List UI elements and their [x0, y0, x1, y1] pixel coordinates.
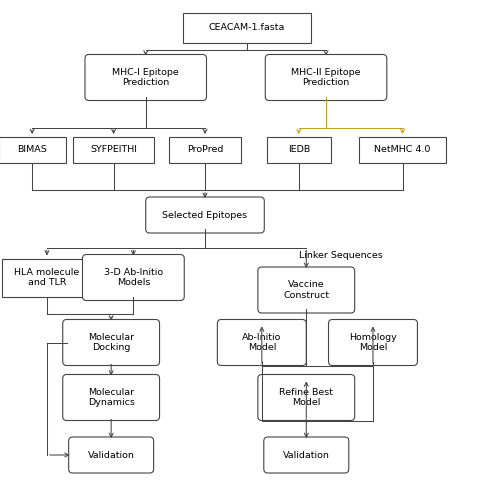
Text: MHC-I Epitope
Prediction: MHC-I Epitope Prediction	[112, 68, 179, 87]
FancyBboxPatch shape	[63, 320, 160, 366]
FancyBboxPatch shape	[2, 258, 91, 296]
FancyBboxPatch shape	[169, 137, 241, 163]
Text: CEACAM-1.fasta: CEACAM-1.fasta	[209, 23, 285, 32]
FancyBboxPatch shape	[258, 267, 355, 313]
Text: NetMHC 4.0: NetMHC 4.0	[374, 146, 431, 154]
Text: BIMAS: BIMAS	[17, 146, 47, 154]
Text: Refine Best
Model: Refine Best Model	[279, 388, 333, 407]
Text: Homology
Model: Homology Model	[349, 333, 397, 352]
Text: Ab-Initio
Model: Ab-Initio Model	[242, 333, 282, 352]
FancyBboxPatch shape	[0, 137, 66, 163]
Text: Selected Epitopes: Selected Epitopes	[163, 210, 247, 220]
Text: IEDB: IEDB	[288, 146, 310, 154]
FancyBboxPatch shape	[267, 137, 331, 163]
Text: HLA molecule
and TLR: HLA molecule and TLR	[14, 268, 80, 287]
Text: ProPred: ProPred	[187, 146, 223, 154]
FancyBboxPatch shape	[69, 437, 154, 473]
Text: MHC-II Epitope
Prediction: MHC-II Epitope Prediction	[291, 68, 361, 87]
FancyBboxPatch shape	[217, 320, 306, 366]
FancyBboxPatch shape	[359, 137, 446, 163]
FancyBboxPatch shape	[85, 54, 206, 100]
Text: 3-D Ab-Initio
Models: 3-D Ab-Initio Models	[104, 268, 163, 287]
FancyBboxPatch shape	[183, 12, 311, 42]
FancyBboxPatch shape	[264, 437, 349, 473]
Text: Vaccine
Construct: Vaccine Construct	[283, 280, 329, 299]
Text: Validation: Validation	[88, 450, 134, 460]
Text: Molecular
Dynamics: Molecular Dynamics	[88, 388, 134, 407]
Text: Validation: Validation	[283, 450, 329, 460]
FancyBboxPatch shape	[258, 374, 355, 420]
Text: SYFPEITHI: SYFPEITHI	[90, 146, 137, 154]
FancyBboxPatch shape	[73, 137, 154, 163]
Text: Linker Sequences: Linker Sequences	[299, 250, 383, 260]
Text: Molecular
Docking: Molecular Docking	[88, 333, 134, 352]
FancyBboxPatch shape	[63, 374, 160, 420]
FancyBboxPatch shape	[329, 320, 417, 366]
FancyBboxPatch shape	[265, 54, 387, 100]
FancyBboxPatch shape	[146, 197, 264, 233]
FancyBboxPatch shape	[82, 254, 184, 300]
